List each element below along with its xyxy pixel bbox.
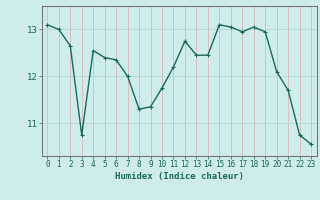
X-axis label: Humidex (Indice chaleur): Humidex (Indice chaleur) bbox=[115, 172, 244, 181]
